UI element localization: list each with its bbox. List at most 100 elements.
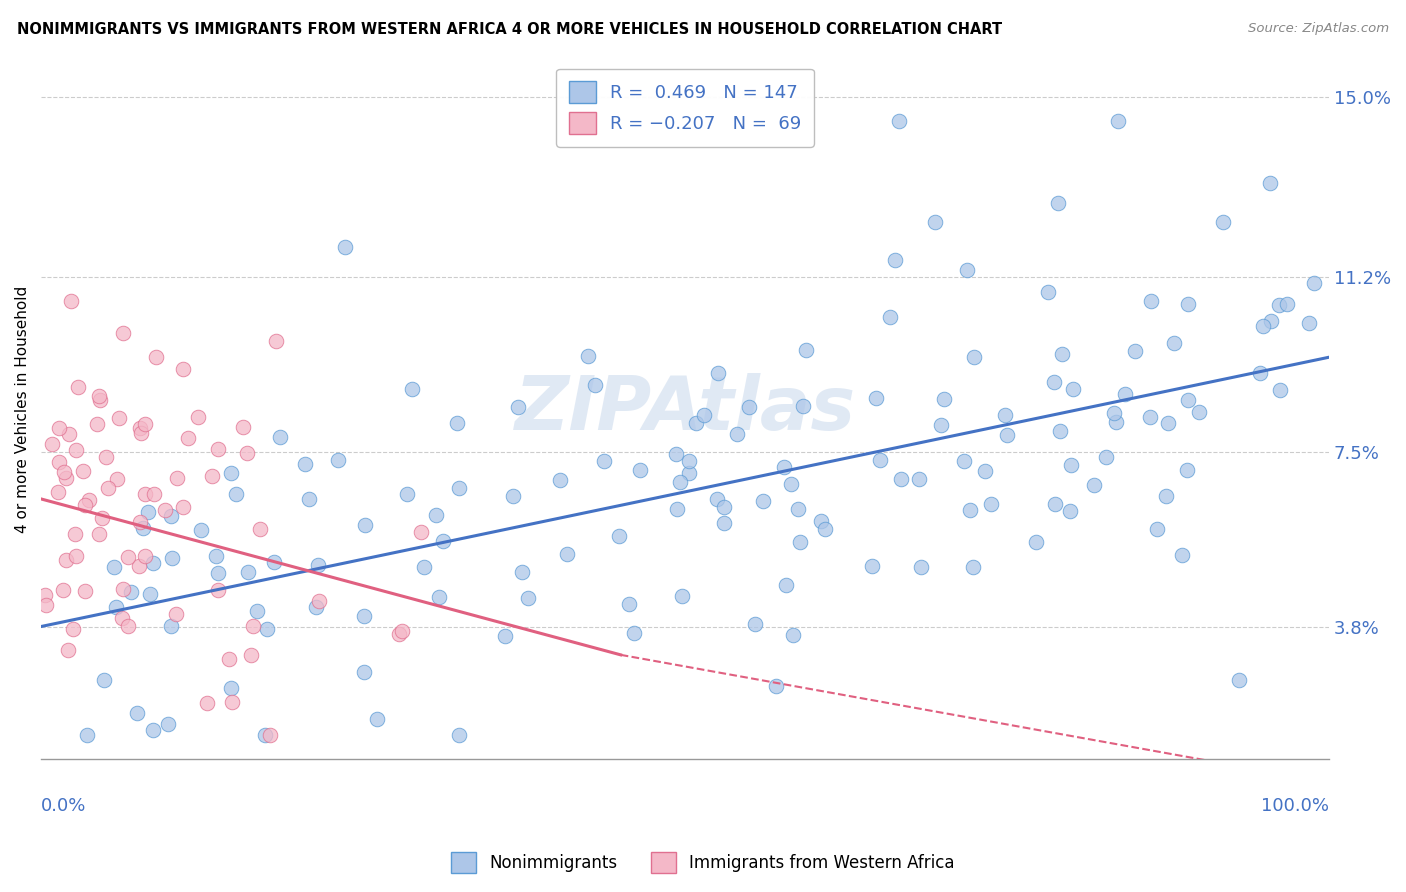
Point — [269, 430, 291, 444]
Point — [73, 499, 96, 513]
Point — [908, 472, 931, 486]
Point — [93, 673, 115, 687]
Point — [48, 421, 70, 435]
Point — [232, 420, 254, 434]
Point — [879, 310, 901, 324]
Point — [207, 442, 229, 457]
Text: ZIPAtlas: ZIPAtlas — [515, 373, 856, 446]
Point — [86, 417, 108, 431]
Point — [1298, 316, 1320, 330]
Point — [125, 706, 148, 720]
Point — [887, 114, 910, 128]
Point — [1171, 548, 1194, 562]
Point — [890, 472, 912, 486]
Point — [142, 556, 165, 570]
Point — [765, 679, 787, 693]
Point — [396, 486, 419, 500]
Point — [62, 622, 84, 636]
Point — [207, 582, 229, 597]
Point — [107, 410, 129, 425]
Point — [111, 582, 134, 596]
Point — [153, 502, 176, 516]
Point — [105, 600, 128, 615]
Point — [1251, 319, 1274, 334]
Point — [974, 464, 997, 478]
Point — [706, 366, 728, 380]
Point — [97, 482, 120, 496]
Point — [1260, 314, 1282, 328]
Point — [172, 362, 194, 376]
Point — [1060, 458, 1083, 472]
Point — [103, 560, 125, 574]
Point — [685, 416, 707, 430]
Point — [1188, 405, 1211, 419]
Point — [779, 477, 801, 491]
Point — [713, 516, 735, 531]
Point — [1177, 393, 1199, 408]
Point — [1258, 176, 1281, 190]
Point — [1212, 215, 1234, 229]
Point — [195, 696, 218, 710]
Point — [1043, 497, 1066, 511]
Point — [432, 533, 454, 548]
Point — [706, 492, 728, 507]
Point — [713, 500, 735, 514]
Point — [75, 584, 97, 599]
Point — [308, 594, 330, 608]
Point — [1229, 673, 1251, 688]
Point — [259, 728, 281, 742]
Point — [131, 426, 153, 441]
Point — [775, 578, 797, 592]
Point — [221, 466, 243, 480]
Point — [623, 625, 645, 640]
Point — [67, 380, 90, 394]
Point — [239, 648, 262, 662]
Point — [413, 560, 436, 574]
Point — [157, 717, 180, 731]
Point — [1049, 424, 1071, 438]
Point — [145, 350, 167, 364]
Point — [353, 608, 375, 623]
Point — [121, 585, 143, 599]
Point — [1046, 196, 1069, 211]
Point — [52, 465, 75, 479]
Point — [236, 445, 259, 459]
Point — [1036, 285, 1059, 299]
Point — [1105, 415, 1128, 429]
Point — [105, 472, 128, 486]
Point — [931, 417, 953, 432]
Point — [35, 599, 58, 613]
Point — [172, 500, 194, 514]
Point — [134, 417, 156, 432]
Point — [1102, 406, 1125, 420]
Point — [254, 728, 277, 742]
Point — [980, 497, 1002, 511]
Point — [128, 421, 150, 435]
Point — [1268, 383, 1291, 397]
Point — [924, 215, 946, 229]
Point — [58, 427, 80, 442]
Point — [516, 591, 538, 605]
Point — [1025, 535, 1047, 549]
Point — [884, 252, 907, 267]
Point — [238, 565, 260, 579]
Point — [94, 450, 117, 464]
Point — [333, 240, 356, 254]
Point — [772, 459, 794, 474]
Point — [225, 487, 247, 501]
Point — [72, 465, 94, 479]
Point — [117, 619, 139, 633]
Point — [177, 431, 200, 445]
Point — [201, 469, 224, 483]
Point — [427, 590, 450, 604]
Legend: R =  0.469   N = 147, R = −0.207   N =  69: R = 0.469 N = 147, R = −0.207 N = 69 — [555, 69, 814, 147]
Point — [159, 618, 181, 632]
Point — [548, 473, 571, 487]
Point — [1146, 522, 1168, 536]
Point — [65, 442, 87, 457]
Point — [1140, 294, 1163, 309]
Point — [388, 627, 411, 641]
Point — [1114, 387, 1136, 401]
Point — [668, 475, 690, 489]
Point — [294, 457, 316, 471]
